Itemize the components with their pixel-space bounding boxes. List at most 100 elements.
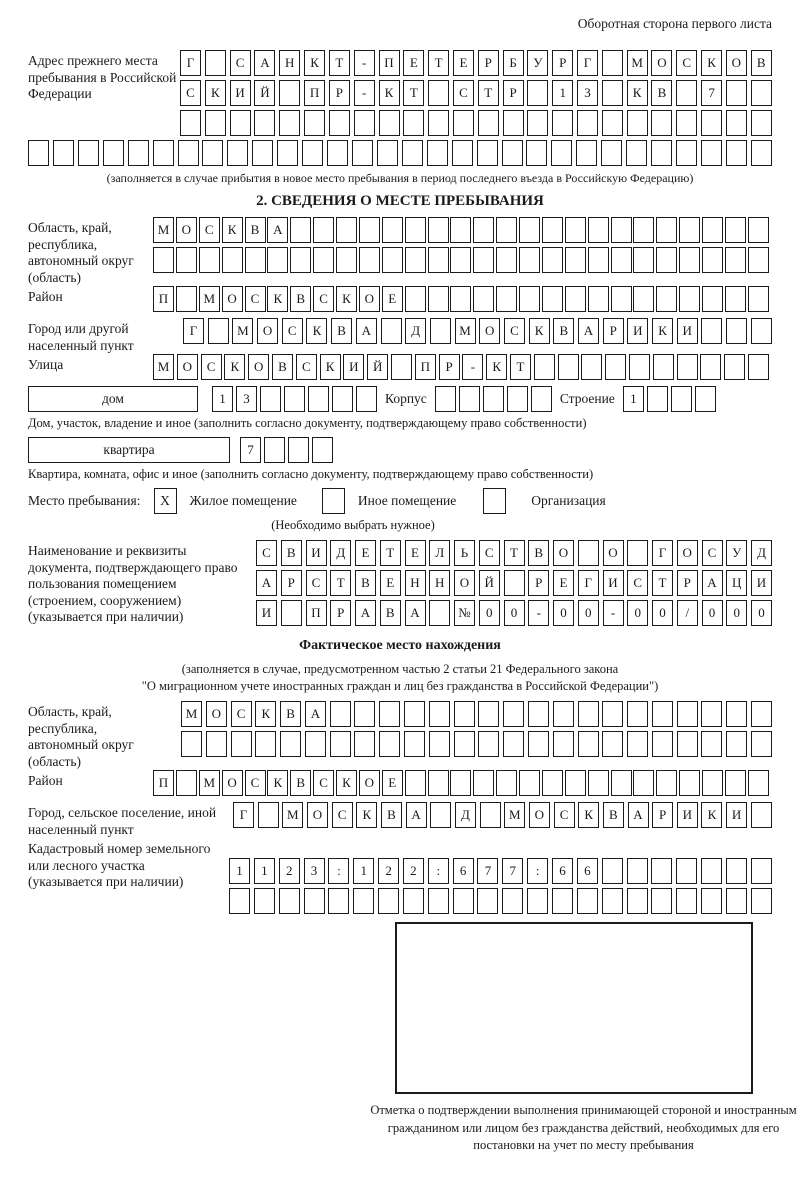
char-box[interactable]: А [701, 570, 723, 596]
char-box[interactable] [229, 888, 250, 914]
char-box[interactable]: С [244, 286, 266, 312]
char-box[interactable] [541, 770, 563, 796]
char-box[interactable] [255, 731, 277, 757]
char-box[interactable] [587, 770, 609, 796]
char-box[interactable] [610, 217, 632, 243]
char-box[interactable] [577, 540, 599, 566]
char-box[interactable]: 0 [577, 600, 599, 626]
char-box[interactable]: В [553, 318, 575, 344]
char-box[interactable] [577, 701, 599, 727]
char-box[interactable] [329, 731, 351, 757]
char-box[interactable] [750, 888, 772, 914]
char-box[interactable]: С [331, 802, 353, 828]
char-box[interactable] [724, 286, 746, 312]
char-box[interactable]: К [356, 802, 378, 828]
char-box[interactable]: К [255, 701, 277, 727]
char-box[interactable] [496, 286, 518, 312]
char-box[interactable]: С [180, 80, 201, 106]
char-box[interactable] [404, 701, 426, 727]
char-box[interactable]: И [676, 318, 698, 344]
char-box[interactable] [601, 888, 623, 914]
char-box[interactable] [260, 386, 281, 412]
char-box[interactable] [656, 247, 678, 273]
char-box[interactable] [379, 731, 401, 757]
char-box[interactable]: И [627, 318, 649, 344]
char-box[interactable] [725, 888, 747, 914]
char-box[interactable] [77, 140, 99, 166]
char-box[interactable]: 2 [402, 858, 424, 884]
char-box[interactable]: В [244, 217, 266, 243]
char-box[interactable] [404, 770, 426, 796]
char-box[interactable] [177, 140, 199, 166]
char-box[interactable] [747, 247, 769, 273]
char-box[interactable] [652, 354, 674, 380]
char-box[interactable]: О [454, 570, 475, 596]
char-box[interactable] [427, 217, 449, 243]
char-box[interactable]: Д [330, 540, 352, 566]
char-box[interactable]: Р [502, 80, 524, 106]
char-box[interactable]: В [271, 354, 293, 380]
char-box[interactable]: С [313, 286, 335, 312]
char-box[interactable] [336, 217, 357, 243]
char-box[interactable] [679, 247, 701, 273]
char-box[interactable] [351, 140, 373, 166]
char-box[interactable] [581, 354, 603, 380]
char-box[interactable]: В [355, 570, 376, 596]
char-box[interactable] [700, 140, 722, 166]
char-box[interactable]: 1 [253, 858, 275, 884]
char-box[interactable] [747, 286, 769, 312]
char-box[interactable]: П [305, 600, 327, 626]
char-box[interactable] [290, 247, 312, 273]
char-box[interactable]: Д [454, 802, 476, 828]
char-box[interactable] [428, 110, 450, 136]
char-box[interactable]: Г [180, 50, 201, 76]
char-box[interactable]: Г [652, 540, 673, 566]
char-box[interactable] [633, 247, 655, 273]
char-box[interactable]: А [254, 50, 276, 76]
char-box[interactable] [602, 701, 624, 727]
char-box[interactable] [303, 888, 325, 914]
char-box[interactable]: В [290, 286, 312, 312]
char-box[interactable]: М [282, 802, 304, 828]
char-box[interactable] [656, 217, 678, 243]
char-box[interactable]: Е [404, 540, 426, 566]
char-box[interactable] [427, 286, 449, 312]
char-box[interactable]: - [602, 600, 624, 626]
char-box[interactable] [519, 286, 540, 312]
char-box[interactable] [451, 140, 473, 166]
char-box[interactable] [526, 140, 548, 166]
char-box[interactable] [626, 858, 648, 884]
char-box[interactable]: К [701, 802, 723, 828]
char-box[interactable] [257, 802, 279, 828]
char-box[interactable] [202, 140, 224, 166]
char-box[interactable]: / [676, 600, 698, 626]
char-box[interactable]: Р [477, 50, 499, 76]
char-box[interactable] [279, 80, 301, 106]
char-box[interactable]: А [405, 802, 427, 828]
char-box[interactable] [378, 110, 400, 136]
char-box[interactable]: 0 [751, 600, 772, 626]
char-box[interactable]: П [414, 354, 436, 380]
char-box[interactable] [702, 247, 723, 273]
char-box[interactable]: - [353, 80, 375, 106]
char-box[interactable]: 3 [303, 858, 325, 884]
char-box[interactable]: К [336, 286, 357, 312]
kvartira-type-box[interactable]: квартира [28, 437, 230, 463]
char-box[interactable] [601, 80, 623, 106]
char-box[interactable] [552, 701, 574, 727]
char-box[interactable] [676, 888, 698, 914]
char-box[interactable] [541, 217, 563, 243]
char-box[interactable] [503, 570, 525, 596]
char-box[interactable]: № [454, 600, 475, 626]
char-box[interactable] [564, 217, 586, 243]
char-box[interactable] [701, 110, 723, 136]
char-box[interactable] [676, 858, 698, 884]
char-box[interactable] [676, 731, 698, 757]
checkbox-inoe[interactable] [321, 488, 345, 514]
char-box[interactable]: 0 [503, 600, 525, 626]
char-box[interactable] [676, 354, 698, 380]
char-box[interactable]: К [378, 80, 400, 106]
char-box[interactable] [724, 217, 746, 243]
char-box[interactable] [252, 140, 274, 166]
char-box[interactable]: И [602, 570, 624, 596]
